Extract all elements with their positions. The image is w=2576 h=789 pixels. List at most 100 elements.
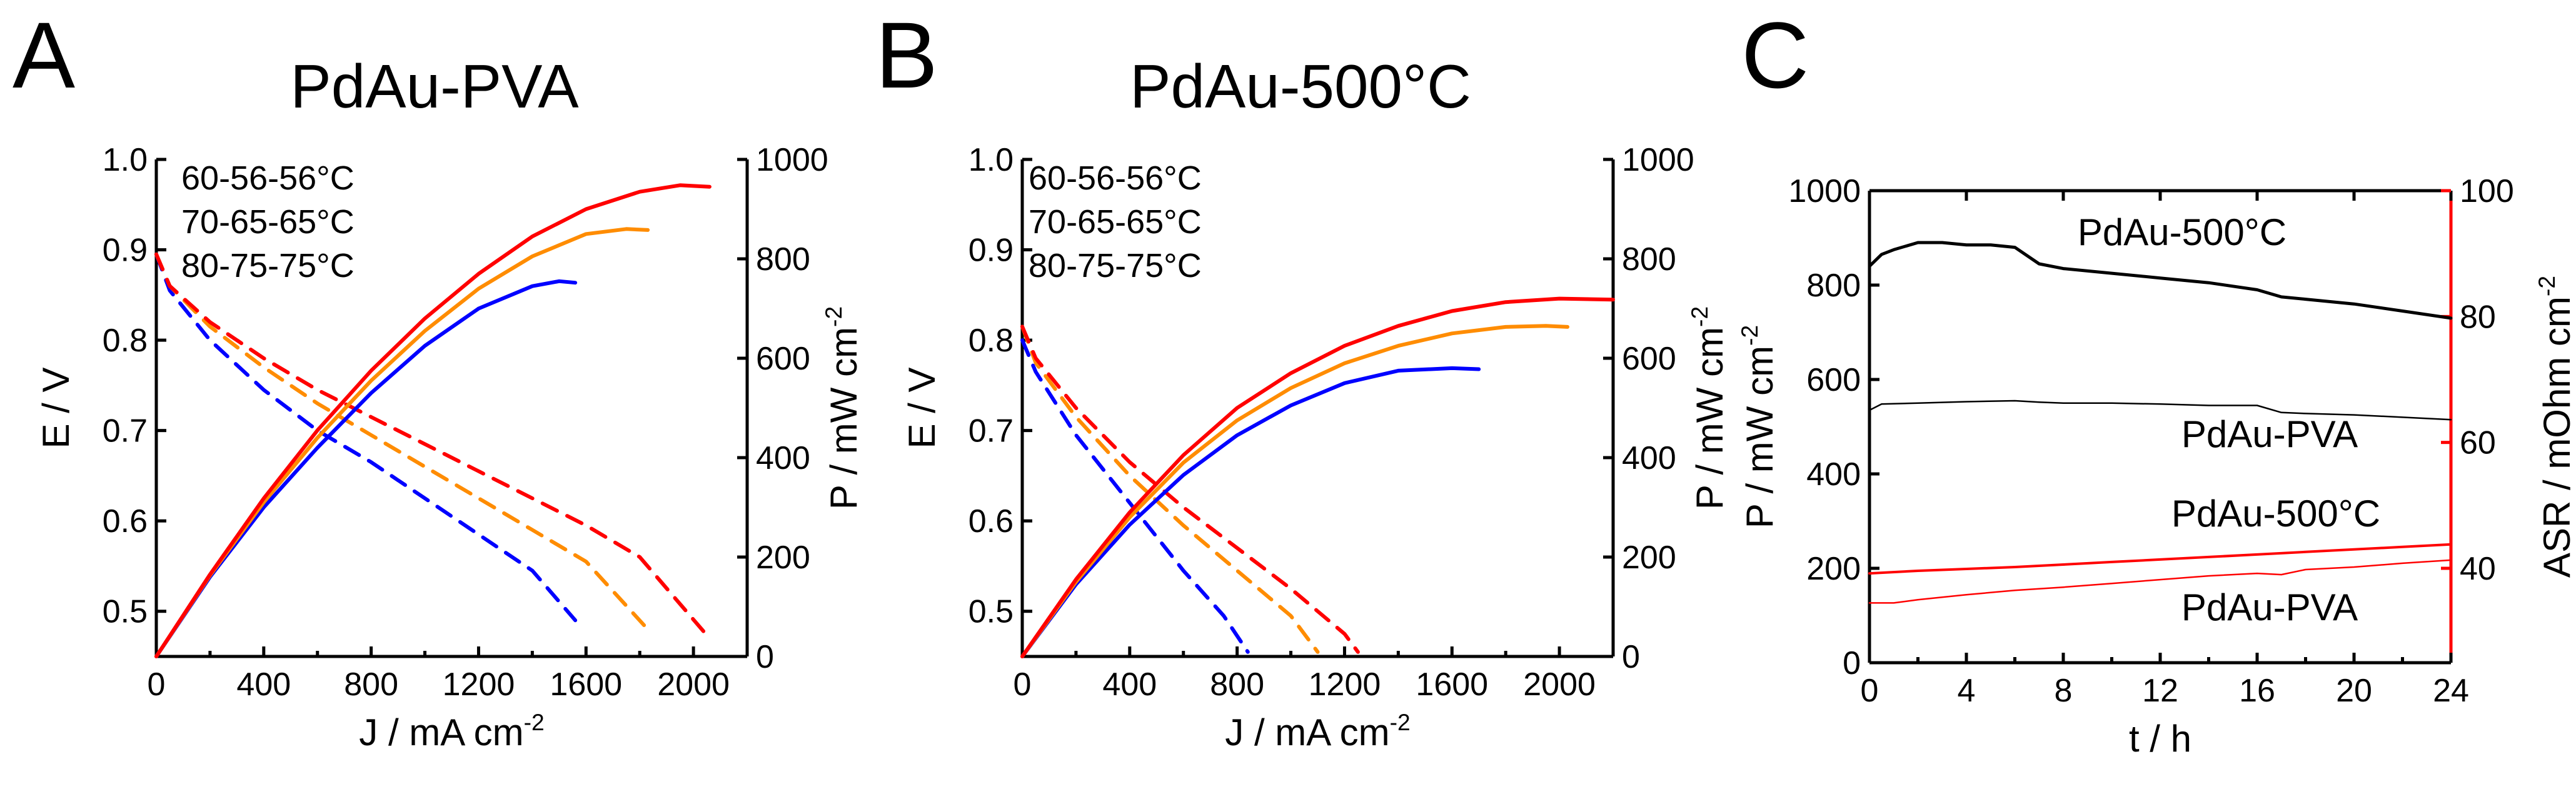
y-tick-label-right: 40 [2460,551,2496,587]
y-tick-label-left: 0.8 [969,323,1014,359]
legend-entry: 80-75-75°C [181,247,355,284]
y-tick-label-right: 0 [1622,639,1640,675]
series-annotation: PdAu-500°C [2078,211,2287,253]
y-tick-label-right: 1000 [756,142,828,178]
x-axis-label-text: J / mA cm [359,711,523,753]
series-line-0 [1020,338,1250,654]
y-axis-label-left-sup: -2 [1736,325,1763,346]
x-tick-label: 24 [2433,673,2469,709]
y-tick-label-right: 200 [1622,540,1676,576]
x-tick-label: 800 [344,666,398,703]
x-tick-label: 8 [2055,673,2073,709]
series-line-3 [1020,366,1481,658]
legend-entry: 60-56-56°C [181,159,355,197]
series-line-3 [1868,559,2452,604]
y-axis-label-right: P / mW cm-2 [1686,306,1731,510]
y-tick-label-left: 0 [1843,645,1861,681]
x-axis-label-text: J / mA cm [1225,711,1389,753]
y-axis-label-right-sup: -2 [820,306,847,327]
x-tick-label: 2000 [657,666,730,703]
y-tick-label-right: 1000 [1622,142,1694,178]
series-line-5 [154,183,712,658]
x-tick-label: 12 [2142,673,2178,709]
series-line-3 [154,279,578,658]
y-axis-label-left: E / V [901,367,943,448]
y-tick-label-left: 1000 [1788,173,1861,209]
x-tick-label: 1200 [443,666,515,703]
x-tick-label: 0 [1014,666,1032,703]
y-axis-label-right-sup: -2 [1686,306,1713,327]
y-tick-label-left: 0.7 [103,413,148,450]
series-annotation: PdAu-PVA [2181,413,2358,455]
y-tick-label-left: 0.5 [103,594,148,630]
x-axis-label: t / h [2129,718,2191,760]
x-tick-label: 2000 [1523,666,1596,703]
x-tick-label: 4 [1958,673,1976,709]
series-line-2 [154,252,712,641]
y-tick-label-left: 1.0 [103,142,148,178]
y-tick-label-right: 200 [756,540,810,576]
y-tick-label-left: 0.9 [969,233,1014,269]
x-tick-label: 16 [2239,673,2275,709]
series-line-1 [154,252,650,631]
y-tick-label-right: 60 [2460,425,2496,461]
y-axis-label-left-text: P / mW cm [1739,346,1781,528]
legend-entry: 70-65-65°C [181,203,355,241]
series-annotation: PdAu-PVA [2181,586,2358,628]
y-axis-label-right: P / mW cm-2 [820,306,865,510]
x-axis-label: J / mA cm-2 [1225,709,1410,753]
y-axis-label-right-sup: -2 [2533,276,2560,296]
y-tick-label-right: 0 [756,639,774,675]
series-line-4 [1020,324,1569,658]
series-line-2 [1020,324,1360,654]
y-tick-label-left: 0.9 [103,233,148,269]
y-axis-label-right-text: ASR / mOhm cm [2536,296,2576,578]
legend-entry: 80-75-75°C [1029,247,1202,284]
y-tick-label-left: 0.6 [103,503,148,540]
y-tick-label-right: 400 [1622,440,1676,476]
x-tick-label: 0 [1861,673,1879,709]
panel-letter-a: A [13,3,75,108]
y-tick-label-left: 0.7 [969,413,1014,450]
panel-letter-b: B [875,3,938,108]
x-tick-label: 1600 [550,666,622,703]
x-tick-label: 0 [148,666,166,703]
x-tick-label: 1200 [1309,666,1381,703]
x-axis-label: J / mA cm-2 [359,709,544,753]
y-tick-label-right: 800 [756,241,810,278]
y-tick-label-left: 0.5 [969,594,1014,630]
y-tick-label-left: 0.6 [969,503,1014,540]
panel-a-title: PdAu-PVA [290,52,579,121]
y-tick-label-left: 1.0 [969,142,1014,178]
x-tick-label: 400 [1102,666,1157,703]
y-tick-label-left: 0.8 [103,323,148,359]
y-axis-label-right-text: P / mW cm [1689,327,1731,510]
panel-a-plot: 0 400 800 1200 1600 2000 0.5 0.6 0.7 0.8 0.9 1.0 0 20… [35,142,865,753]
panel-letter-c: C [1741,3,1809,108]
y-axis-label-right: ASR / mOhm cm-2 [2533,276,2576,578]
series-line-0 [154,252,578,623]
series-line-4 [154,227,650,658]
series-line-1 [1868,400,2452,421]
y-tick-label-left: 600 [1806,362,1861,398]
y-axis-label-left: E / V [35,367,77,448]
x-tick-label: 1600 [1416,666,1488,703]
legend-entry: 70-65-65°C [1029,203,1202,241]
y-tick-label-right: 600 [1622,341,1676,377]
panel-b-title: PdAu-500°C [1130,52,1471,121]
y-tick-label-left: 800 [1806,268,1861,304]
series-annotation: PdAu-500°C [2171,493,2380,535]
panel-c-plot: 0 4 8 12 16 20 24 0 200 400 600 800 1000 40 60 80 100 t /… [1736,173,2576,760]
y-tick-label-right: 400 [756,440,810,476]
y-axis-label-left: P / mW cm-2 [1736,325,1781,528]
y-tick-label-right: 80 [2460,299,2496,335]
y-tick-label-right: 100 [2460,173,2514,209]
x-axis-label-sup: -2 [1390,709,1411,735]
x-tick-label: 20 [2336,673,2372,709]
y-tick-label-right: 600 [756,341,810,377]
x-axis-label-sup: -2 [524,709,545,735]
x-tick-label: 400 [236,666,291,703]
series-line-0 [1868,241,2453,320]
series-line-5 [1020,296,1615,658]
